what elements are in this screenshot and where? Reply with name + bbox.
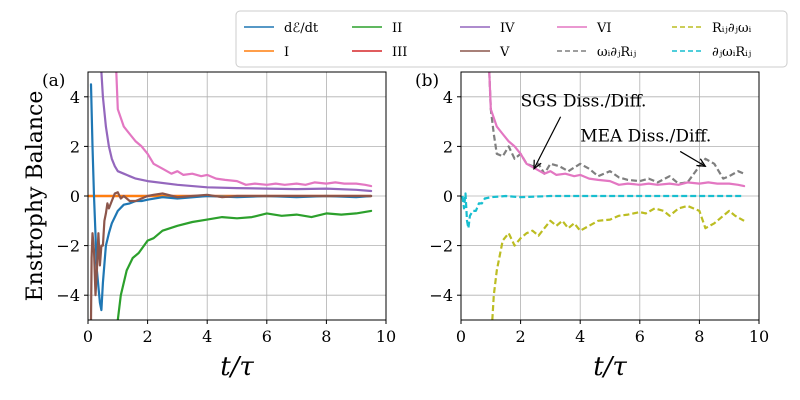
x-axis-label-b: t/τ <box>593 352 627 382</box>
legend-label: III <box>392 45 407 60</box>
panel-label-b: (b) <box>415 71 439 91</box>
y-tick-label: 2 <box>70 137 80 156</box>
y-tick-label: −2 <box>56 237 80 256</box>
y-tick-label: 0 <box>443 187 453 206</box>
x-tick-label: 8 <box>694 327 704 346</box>
panel-b: 0 2 4 6 8 10 −4 −2 0 2 4 SGS Diss./Diff. MEA Diss./… <box>415 71 769 382</box>
y-axis-label: Enstrophy Balance <box>23 91 48 302</box>
series-group-a <box>88 72 373 320</box>
legend-label: dℰ/dt <box>284 21 319 36</box>
ticks-b: 0 2 4 6 8 10 −4 −2 0 2 4 <box>429 88 769 346</box>
series-line-IV <box>100 72 373 193</box>
x-tick-label: 10 <box>376 327 396 346</box>
legend-label: II <box>392 21 402 36</box>
series-line-Rᵢⱼ∂ⱼωᵢ <box>491 204 745 320</box>
y-tick-label: 0 <box>70 187 80 206</box>
series-line-∂ⱼωᵢRᵢⱼ <box>461 192 745 230</box>
legend-label: ∂ⱼωᵢRᵢⱼ <box>712 45 751 60</box>
x-tick-label: 2 <box>143 327 153 346</box>
ticks-a: 0 2 4 6 8 10 −4 −2 0 2 4 <box>56 88 396 346</box>
x-tick-label: 2 <box>516 327 526 346</box>
x-tick-label: 4 <box>575 327 585 346</box>
series-line-V <box>89 191 373 320</box>
y-tick-label: 4 <box>443 88 453 107</box>
panel-a: 0 2 4 6 8 10 −4 −2 0 2 4 (a) t/τ Enstrophy Balance <box>23 71 396 382</box>
legend-box <box>235 10 788 68</box>
annotation-arrow <box>533 116 562 169</box>
annotation-arrow <box>679 150 706 167</box>
x-tick-label: 6 <box>262 327 272 346</box>
x-axis-label-a: t/τ <box>220 352 254 382</box>
series-line-VI <box>488 72 746 188</box>
series-line-II <box>116 209 373 320</box>
legend-label: Rᵢⱼ∂ⱼωᵢ <box>712 21 752 36</box>
annotation-arrowhead <box>696 158 707 167</box>
annotation-text: SGS Diss./Diff. <box>521 92 647 112</box>
x-tick-label: 10 <box>749 327 769 346</box>
legend-label: ωᵢ∂ⱼRᵢⱼ <box>597 45 636 60</box>
y-tick-label: 4 <box>70 88 80 107</box>
x-tick-label: 8 <box>321 327 331 346</box>
legend-label: I <box>284 45 289 60</box>
annotations-b: SGS Diss./Diff. MEA Diss./Diff. <box>521 92 711 170</box>
y-tick-label: 2 <box>443 137 453 156</box>
legend-label: IV <box>500 21 515 36</box>
series-line-VI <box>115 72 373 188</box>
x-tick-label: 0 <box>456 327 466 346</box>
x-tick-label: 6 <box>635 327 645 346</box>
annotation-text: MEA Diss./Diff. <box>580 126 711 146</box>
annotation-arrowhead <box>533 159 542 170</box>
y-tick-label: −4 <box>56 286 80 305</box>
y-tick-label: −4 <box>429 286 453 305</box>
x-tick-label: 0 <box>83 327 93 346</box>
x-tick-label: 4 <box>202 327 212 346</box>
y-tick-label: −2 <box>429 237 453 256</box>
legend-label: VI <box>596 21 612 36</box>
legend-label: V <box>499 45 510 60</box>
panel-label-a: (a) <box>42 71 65 91</box>
